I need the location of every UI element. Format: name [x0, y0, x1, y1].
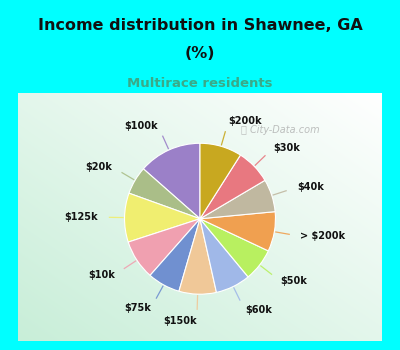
Text: Income distribution in Shawnee, GA: Income distribution in Shawnee, GA — [38, 19, 362, 34]
Text: $75k: $75k — [124, 303, 151, 313]
Text: > $200k: > $200k — [300, 231, 346, 241]
Wedge shape — [200, 143, 240, 219]
Text: $60k: $60k — [245, 305, 272, 315]
Text: $100k: $100k — [124, 121, 158, 131]
Text: ⓘ City-Data.com: ⓘ City-Data.com — [241, 125, 319, 135]
Wedge shape — [200, 219, 268, 277]
Text: (%): (%) — [185, 46, 215, 61]
Text: Multirace residents: Multirace residents — [127, 77, 273, 90]
Wedge shape — [128, 219, 200, 275]
Wedge shape — [150, 219, 200, 291]
Wedge shape — [129, 169, 200, 219]
Wedge shape — [200, 180, 275, 219]
Wedge shape — [143, 143, 200, 219]
Text: $125k: $125k — [64, 212, 98, 222]
Wedge shape — [200, 219, 248, 292]
Text: $40k: $40k — [297, 182, 324, 192]
Text: $30k: $30k — [273, 143, 300, 153]
Text: $200k: $200k — [228, 116, 262, 126]
Text: $10k: $10k — [88, 270, 115, 280]
Text: $20k: $20k — [86, 162, 112, 172]
Wedge shape — [124, 193, 200, 242]
Text: $50k: $50k — [280, 276, 307, 286]
Wedge shape — [200, 155, 265, 219]
Wedge shape — [200, 212, 276, 251]
Text: $150k: $150k — [163, 316, 197, 326]
Wedge shape — [179, 219, 216, 294]
